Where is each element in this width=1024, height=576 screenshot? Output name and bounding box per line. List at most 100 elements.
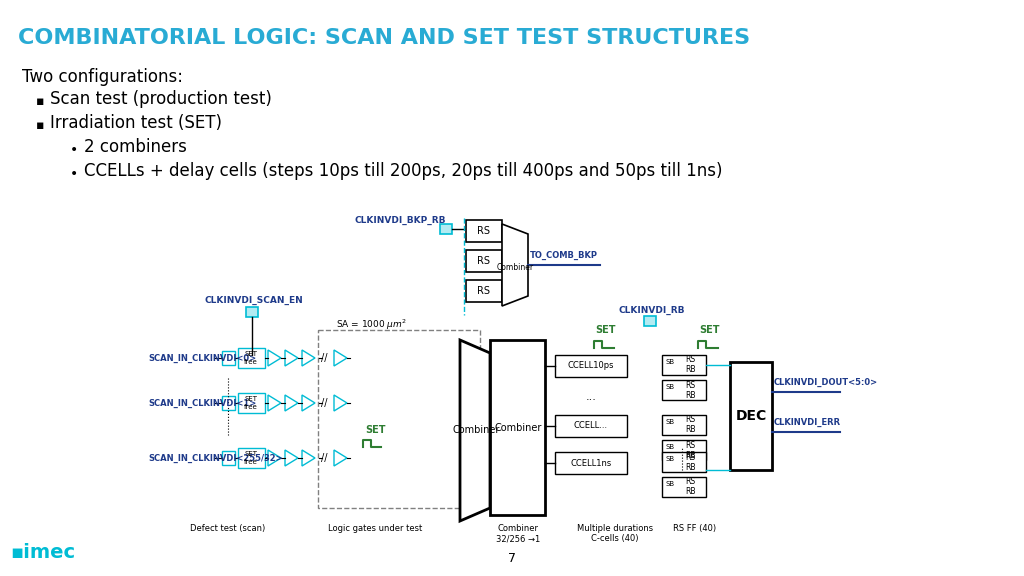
Polygon shape xyxy=(302,395,315,411)
Text: ...: ... xyxy=(586,392,596,402)
Bar xyxy=(222,351,234,365)
Bar xyxy=(466,280,502,302)
Text: ▪imec: ▪imec xyxy=(10,543,75,562)
Text: RS: RS xyxy=(477,256,490,266)
Polygon shape xyxy=(334,350,347,366)
Text: •: • xyxy=(70,167,78,181)
Text: •: • xyxy=(70,143,78,157)
Bar xyxy=(222,451,234,465)
Text: SB: SB xyxy=(666,456,675,462)
Text: CLKINVDI_RB: CLKINVDI_RB xyxy=(618,306,685,315)
Text: //: // xyxy=(321,353,328,363)
Polygon shape xyxy=(268,395,281,411)
Polygon shape xyxy=(268,350,281,366)
Text: CLKINVDI_BKP_RB: CLKINVDI_BKP_RB xyxy=(354,216,445,225)
Text: SCAN_IN_CLKINVDI<0>: SCAN_IN_CLKINVDI<0> xyxy=(148,354,256,362)
Text: RS: RS xyxy=(685,453,695,461)
Bar xyxy=(555,452,627,474)
Text: RS: RS xyxy=(685,478,695,487)
Bar xyxy=(644,316,656,326)
Text: CCELL...: CCELL... xyxy=(573,422,608,430)
Text: CLKINVDI_DOUT<5:0>: CLKINVDI_DOUT<5:0> xyxy=(774,378,879,387)
Text: SB: SB xyxy=(666,481,675,487)
Polygon shape xyxy=(285,450,298,466)
Bar xyxy=(555,355,627,377)
Bar xyxy=(222,396,234,410)
Bar xyxy=(662,380,706,400)
Text: SB: SB xyxy=(666,444,675,450)
Text: //: // xyxy=(321,398,328,408)
Text: SET: SET xyxy=(596,325,616,335)
Text: //: // xyxy=(321,453,328,463)
Text: RS: RS xyxy=(685,381,695,389)
Text: RS: RS xyxy=(477,226,490,236)
Text: RB: RB xyxy=(685,391,695,400)
Polygon shape xyxy=(460,340,490,521)
Text: SET: SET xyxy=(699,325,720,335)
Text: Combiner: Combiner xyxy=(495,423,542,433)
Bar xyxy=(662,440,706,460)
Polygon shape xyxy=(268,450,281,466)
Bar xyxy=(662,355,706,375)
Text: SET: SET xyxy=(365,425,385,435)
Bar xyxy=(730,362,772,470)
Text: COMBINATORIAL LOGIC: SCAN AND SET TEST STRUCTURES: COMBINATORIAL LOGIC: SCAN AND SET TEST S… xyxy=(18,28,751,48)
Text: CLKINVDI_SCAN_EN: CLKINVDI_SCAN_EN xyxy=(205,296,303,305)
Text: 7: 7 xyxy=(508,552,516,565)
Text: Irradiation test (SET): Irradiation test (SET) xyxy=(50,114,222,132)
Bar xyxy=(662,415,706,435)
Text: RB: RB xyxy=(685,487,695,497)
Bar xyxy=(466,220,502,242)
Text: TO_COMB_BKP: TO_COMB_BKP xyxy=(530,251,598,260)
Polygon shape xyxy=(285,350,298,366)
Text: Combiner: Combiner xyxy=(453,425,500,435)
Text: SET: SET xyxy=(245,451,257,457)
Bar xyxy=(662,452,706,472)
Text: SET: SET xyxy=(245,396,257,402)
Text: RS: RS xyxy=(685,415,695,425)
Text: Combiner: Combiner xyxy=(497,263,534,272)
Text: Logic gates under test: Logic gates under test xyxy=(328,524,422,533)
Text: SB: SB xyxy=(666,419,675,425)
Text: 2 combiners: 2 combiners xyxy=(84,138,186,156)
Text: CCELL1ns: CCELL1ns xyxy=(570,458,611,468)
Text: Combiner
32/256 →1: Combiner 32/256 →1 xyxy=(496,524,540,543)
Bar xyxy=(318,330,480,508)
Bar xyxy=(490,340,545,515)
Text: RB: RB xyxy=(685,450,695,460)
Polygon shape xyxy=(302,350,315,366)
Text: CCELL10ps: CCELL10ps xyxy=(567,362,614,370)
Text: SA = 1000 $\mu m^2$: SA = 1000 $\mu m^2$ xyxy=(337,318,408,332)
Text: CLKINVDI_ERR: CLKINVDI_ERR xyxy=(774,418,841,427)
Bar xyxy=(238,348,265,368)
Polygon shape xyxy=(334,450,347,466)
Bar xyxy=(246,307,258,317)
Text: RB: RB xyxy=(685,426,695,434)
Text: Multiple durations
C-cells (40): Multiple durations C-cells (40) xyxy=(577,524,653,543)
Text: Two configurations:: Two configurations: xyxy=(22,68,183,86)
Text: SCAN_IN_CLKINVDI<255/32>: SCAN_IN_CLKINVDI<255/32> xyxy=(148,453,283,463)
Text: RB: RB xyxy=(685,463,695,472)
Polygon shape xyxy=(302,450,315,466)
Text: SCAN_IN_CLKINVDI<1>: SCAN_IN_CLKINVDI<1> xyxy=(148,399,256,408)
Text: ▪: ▪ xyxy=(36,119,44,132)
Bar xyxy=(555,415,627,437)
Text: SB: SB xyxy=(666,359,675,365)
Bar xyxy=(440,224,452,234)
Text: free: free xyxy=(244,459,258,465)
Polygon shape xyxy=(285,395,298,411)
Bar xyxy=(238,448,265,468)
Text: CCELLs + delay cells (steps 10ps till 200ps, 20ps till 400ps and 50ps till 1ns): CCELLs + delay cells (steps 10ps till 20… xyxy=(84,162,723,180)
Text: RB: RB xyxy=(685,366,695,374)
Polygon shape xyxy=(334,395,347,411)
Text: RS FF (40): RS FF (40) xyxy=(674,524,717,533)
Text: DEC: DEC xyxy=(735,409,767,423)
Bar xyxy=(238,393,265,413)
Bar xyxy=(466,250,502,272)
Text: Defect test (scan): Defect test (scan) xyxy=(190,524,265,533)
Text: RS: RS xyxy=(685,355,695,365)
Text: SET: SET xyxy=(245,351,257,357)
Bar xyxy=(662,477,706,497)
Text: free: free xyxy=(244,359,258,365)
Text: RS: RS xyxy=(477,286,490,296)
